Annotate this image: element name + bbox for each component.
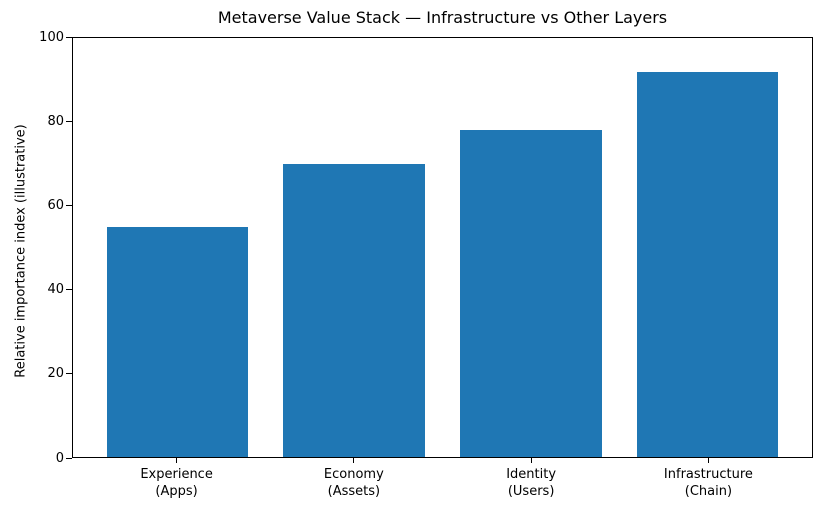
y-tick-label-40: 40 bbox=[47, 282, 64, 298]
chart-title: Metaverse Value Stack — Infrastructure v… bbox=[217, 8, 668, 27]
y-tick-mark-60 bbox=[66, 204, 72, 206]
y-tick-label-60: 60 bbox=[47, 197, 64, 213]
x-tick-label-line: (Users) bbox=[507, 484, 555, 499]
y-tick-label-0: 0 bbox=[55, 450, 64, 466]
x-tick-label-line: Infrastructure bbox=[663, 467, 753, 482]
x-tick-mark-2 bbox=[353, 458, 355, 463]
x-tick-label-experience: Experience (Apps) bbox=[77, 466, 277, 500]
x-tick-label-economy: Economy (Assets) bbox=[254, 466, 454, 500]
y-tick-mark-100 bbox=[66, 36, 72, 38]
x-tick-mark-3 bbox=[530, 458, 532, 463]
y-tick-mark-20 bbox=[66, 373, 72, 375]
x-tick-label-infrastructure: Infrastructure (Chain) bbox=[608, 466, 808, 500]
bar-identity bbox=[460, 130, 602, 457]
x-tick-label-identity: Identity (Users) bbox=[431, 466, 631, 500]
y-tick-mark-80 bbox=[66, 120, 72, 122]
y-tick-label-100: 100 bbox=[39, 29, 64, 45]
y-tick-mark-40 bbox=[66, 289, 72, 291]
x-tick-mark-4 bbox=[707, 458, 709, 463]
x-tick-label-line: Economy bbox=[323, 467, 384, 482]
plot-area bbox=[72, 37, 813, 458]
bar-economy bbox=[283, 163, 425, 457]
bar-infrastructure bbox=[636, 71, 779, 457]
x-tick-mark-1 bbox=[176, 458, 178, 463]
y-axis-label-text: Relative importance index (illustrative) bbox=[13, 124, 29, 378]
x-tick-label-line: (Assets) bbox=[327, 484, 381, 499]
x-tick-label-line: (Apps) bbox=[155, 484, 198, 499]
y-tick-label-20: 20 bbox=[47, 366, 64, 382]
x-tick-label-line: Experience bbox=[140, 467, 213, 482]
x-tick-label-line: (Chain) bbox=[684, 484, 733, 499]
bar-experience bbox=[106, 226, 248, 457]
x-tick-label-line: Identity bbox=[506, 467, 557, 482]
y-tick-label-80: 80 bbox=[47, 113, 64, 129]
y-tick-mark-0 bbox=[66, 457, 72, 459]
